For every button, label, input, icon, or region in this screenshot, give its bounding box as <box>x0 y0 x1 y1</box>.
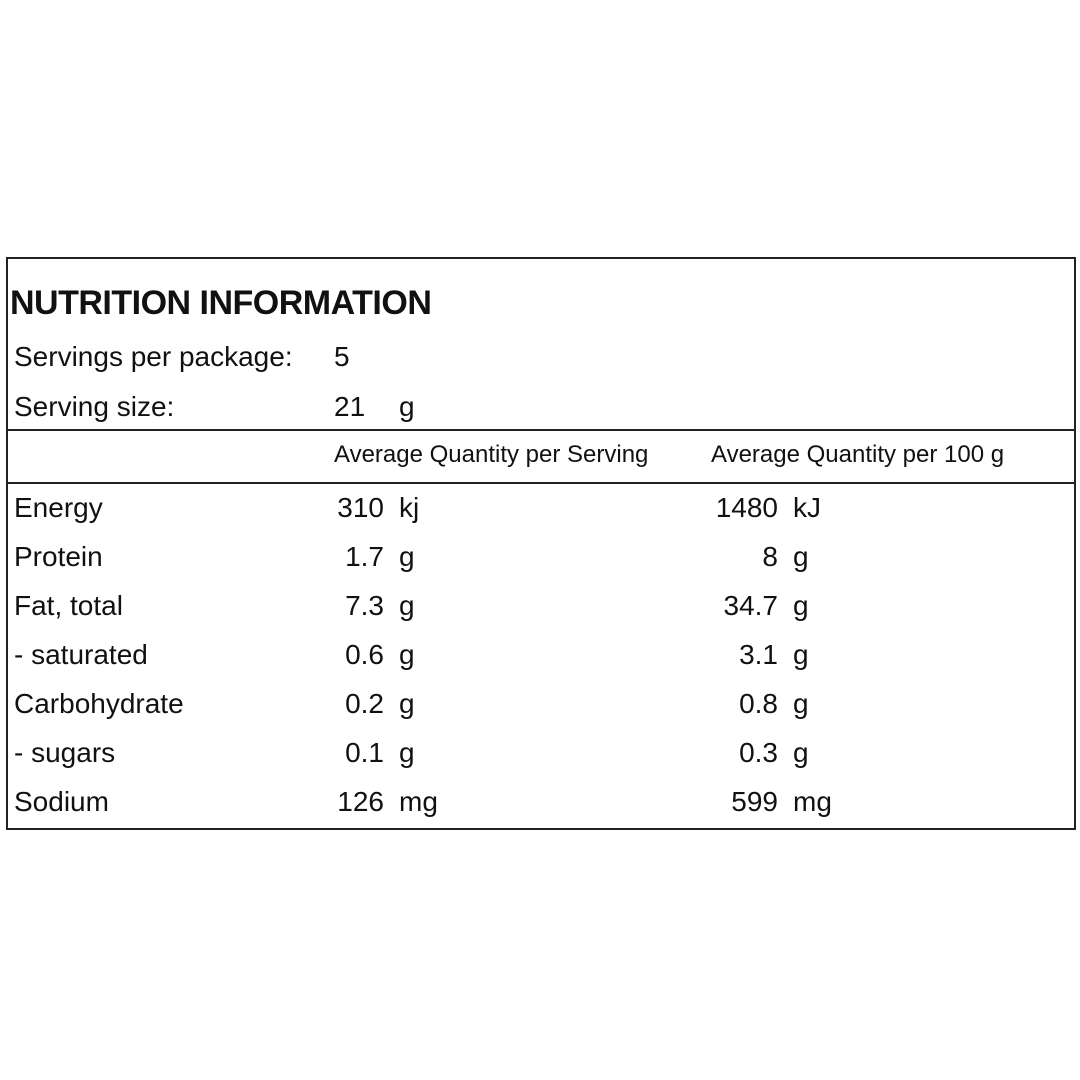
nutrient-label: Fat, total <box>14 590 123 621</box>
per-100g-value: 8 <box>762 541 778 572</box>
per-100g-value: 3.1 <box>739 639 778 670</box>
per-100g-unit: g <box>793 639 809 670</box>
per-100g-value: 0.8 <box>739 688 778 719</box>
per-100g-unit: g <box>793 737 809 768</box>
per-100g-unit: g <box>793 541 809 572</box>
per-serving-value: 0.1 <box>345 737 384 768</box>
per-serving-unit: g <box>399 688 415 719</box>
nutrient-label: - sugars <box>14 737 116 768</box>
per-serving-value: 0.2 <box>345 688 384 719</box>
per-serving-value: 7.3 <box>345 590 384 621</box>
nutrient-label: Carbohydrate <box>14 688 184 719</box>
per-100g-unit: g <box>793 590 809 621</box>
servings-label: Servings per package: <box>14 341 293 372</box>
serving-size-value: 21 <box>334 391 366 422</box>
nutrient-label: Sodium <box>14 786 109 817</box>
per-serving-value: 310 <box>337 492 384 523</box>
per-serving-unit: g <box>399 590 415 621</box>
per-100g-unit: kJ <box>793 492 821 523</box>
serving-size-label: Serving size: <box>14 391 175 422</box>
per-100g-unit: mg <box>793 786 832 817</box>
serving-size-unit: g <box>399 391 415 422</box>
per-100g-value: 0.3 <box>739 737 778 768</box>
column-header: Average Quantity per Serving <box>334 441 649 468</box>
per-serving-value: 1.7 <box>345 541 384 572</box>
per-100g-value: 34.7 <box>723 590 779 621</box>
column-header: Average Quantity per 100 g <box>711 441 1005 468</box>
per-100g-unit: g <box>793 688 809 719</box>
per-serving-unit: kj <box>399 492 420 523</box>
per-100g-value: 1480 <box>715 492 778 523</box>
per-serving-unit: mg <box>399 786 438 817</box>
nutrient-label: Protein <box>14 541 103 572</box>
divider <box>6 429 1076 431</box>
per-serving-unit: g <box>399 639 415 670</box>
servings-value: 5 <box>334 341 350 372</box>
per-serving-unit: g <box>399 737 415 768</box>
divider <box>6 482 1076 484</box>
per-serving-value: 0.6 <box>345 639 384 670</box>
nutrient-label: Energy <box>14 492 103 523</box>
per-100g-value: 599 <box>731 786 778 817</box>
title: NUTRITION INFORMATION <box>10 284 432 322</box>
per-serving-unit: g <box>399 541 415 572</box>
per-serving-value: 126 <box>337 786 384 817</box>
panel-border <box>6 257 1076 830</box>
nutrient-label: - saturated <box>14 639 148 670</box>
